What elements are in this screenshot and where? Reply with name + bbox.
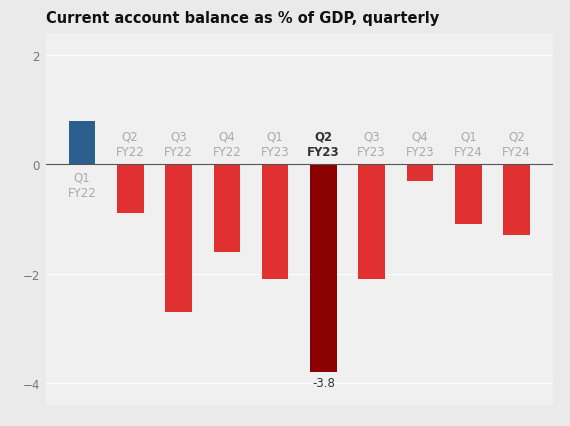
Bar [214, 165, 240, 252]
Text: Q2
FY24: Q2 FY24 [502, 130, 531, 158]
Bar [117, 165, 144, 214]
Text: Q2
FY23: Q2 FY23 [307, 130, 340, 158]
Text: Q3
FY23: Q3 FY23 [357, 130, 386, 158]
Bar [407, 165, 433, 181]
Text: Q1
FY23: Q1 FY23 [261, 130, 290, 158]
Text: Q4
FY22: Q4 FY22 [213, 130, 241, 158]
Bar [359, 165, 385, 279]
Text: Q4
FY23: Q4 FY23 [406, 130, 434, 158]
Bar [68, 121, 95, 165]
Text: Q1
FY22: Q1 FY22 [68, 171, 96, 199]
Bar [455, 165, 482, 225]
Bar [503, 165, 530, 236]
Text: Q3
FY22: Q3 FY22 [164, 130, 193, 158]
Bar [310, 165, 337, 372]
Text: Q2
FY22: Q2 FY22 [116, 130, 145, 158]
Text: -3.8: -3.8 [312, 376, 335, 389]
Text: Q1
FY24: Q1 FY24 [454, 130, 483, 158]
Text: Current account balance as % of GDP, quarterly: Current account balance as % of GDP, qua… [46, 11, 439, 26]
Bar [262, 165, 288, 279]
Bar [165, 165, 192, 312]
